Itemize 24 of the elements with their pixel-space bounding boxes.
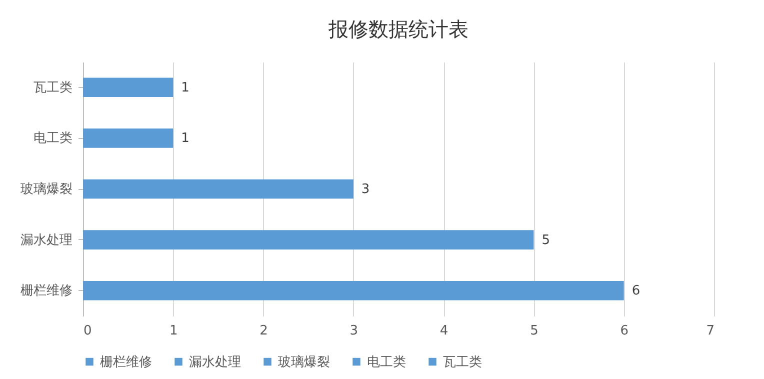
data-label: 3 [361, 182, 370, 197]
legend-label: 瓦工类 [443, 354, 482, 370]
data-label: 5 [542, 232, 550, 248]
y-tick-label: 漏水处理 [20, 232, 72, 248]
x-tick-label: 2 [260, 324, 268, 338]
data-label: 1 [181, 80, 190, 96]
y-tick-label: 玻璃爆裂 [20, 182, 72, 197]
x-tick-label: 7 [706, 324, 714, 338]
y-tick-label: 电工类 [34, 131, 72, 146]
x-tick-label: 5 [530, 324, 538, 338]
x-tick-label: 0 [84, 324, 92, 338]
legend-label: 电工类 [367, 354, 406, 370]
legend-label: 栅栏维修 [100, 354, 152, 370]
legend-label: 玻璃爆裂 [278, 354, 330, 370]
chart-title: 报修数据统计表 [328, 17, 468, 41]
x-tick-label: 6 [620, 324, 628, 338]
y-tick-label: 瓦工类 [34, 80, 72, 96]
x-tick-label: 3 [350, 324, 358, 338]
x-tick-label: 1 [170, 324, 178, 338]
data-label: 1 [181, 131, 190, 146]
y-tick-label: 栅栏维修 [20, 284, 72, 299]
legend-label: 漏水处理 [189, 354, 241, 370]
x-tick-label: 4 [440, 324, 448, 338]
data-label: 6 [632, 284, 640, 299]
